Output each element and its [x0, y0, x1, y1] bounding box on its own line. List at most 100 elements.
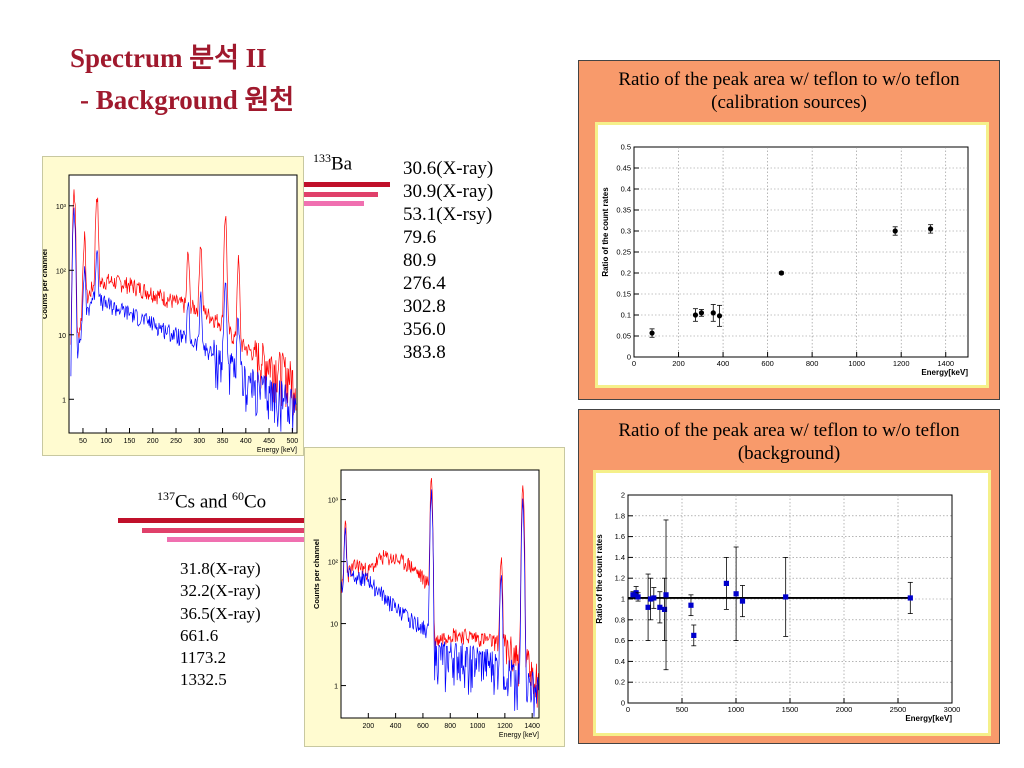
calibration-plot-box: 0 200 400 600 800 1000 1200 1400 0 0.05 0.1 0.15 0.2… — [595, 122, 989, 388]
y-axis-label: Ratio of the count rates — [596, 534, 604, 624]
y-tick-label: 2 — [621, 491, 625, 500]
ba133-spectrum-chart: 1 10 10² 10³ 50 100 150 200 250 300 350 400 450 500 En… — [43, 174, 299, 454]
data-point — [783, 594, 789, 600]
ba133-mass: 133 — [313, 151, 331, 165]
data-point — [651, 595, 657, 601]
y-tick-label: 0.2 — [615, 678, 625, 687]
x-tick-label: 350 — [217, 438, 229, 445]
background-plot-box: 0 500 1000 1500 2000 2500 3000 0 0.2 0.4 0.6 0.8 1 1.… — [593, 470, 991, 736]
y-tick-label: 10 — [330, 622, 338, 629]
x-tick-label: 50 — [79, 438, 87, 445]
ba133-bar-2 — [304, 192, 378, 197]
data-point — [688, 602, 694, 608]
calibration-panel-subtitle: (calibration sources) — [711, 92, 867, 113]
y-tick-label: 10 — [58, 333, 66, 340]
x-axis-label: Energy[keV] — [921, 368, 968, 377]
data-point — [691, 632, 697, 638]
cs137-element: Cs and — [175, 491, 232, 513]
peak-item: 30.6(X-ray) — [403, 158, 494, 179]
data-point — [649, 330, 655, 336]
ba133-element: Ba — [331, 153, 353, 175]
data-point — [663, 592, 669, 598]
y-tick-label: 0.3 — [621, 227, 631, 236]
data-point — [927, 226, 934, 232]
data-point — [739, 598, 746, 604]
background-ratio-panel: Ratio of the peak area w/ teflon to w/o … — [578, 409, 1000, 744]
x-tick-label: 0 — [632, 359, 636, 368]
x-tick-label: 1200 — [497, 723, 513, 730]
x-tick-label: 1000 — [728, 705, 745, 714]
cs-co-bar-3 — [167, 537, 304, 542]
y-tick-label: 0 — [627, 353, 631, 362]
y-tick-label: 1.2 — [615, 574, 625, 583]
peak-item: 80.9 — [403, 250, 437, 271]
y-tick-label: 0.15 — [616, 290, 631, 299]
background-panel-subtitle: (background) — [737, 443, 841, 464]
y-tick-label: 1 — [62, 397, 66, 404]
cs-co-spectrum-frame: 1 10 10² 10³ 200 400 600 800 1000 1200 1400 Energy … — [304, 447, 565, 747]
data-point — [723, 580, 729, 586]
x-tick-label: 200 — [672, 359, 685, 368]
y-tick-label: 0.4 — [615, 657, 625, 666]
cs137-co60-label: 137Cs and 60Co — [157, 489, 266, 513]
calibration-ratio-panel: Ratio of the peak area w/ teflon to w/o … — [578, 60, 1000, 400]
spectrum-series-red — [70, 189, 297, 416]
peak-item: 36.5(X-ray) — [180, 603, 261, 623]
y-tick-label: 0.25 — [616, 248, 631, 257]
peak-item: 31.8(X-ray) — [180, 559, 261, 578]
y-tick-label: 1.6 — [615, 532, 625, 541]
data-point — [892, 228, 898, 234]
x-tick-label: 250 — [170, 438, 182, 445]
y-tick-label: 0.05 — [616, 332, 631, 341]
y-tick-label: 1 — [334, 684, 338, 691]
y-axis-label: Ratio of the count rates — [601, 187, 610, 277]
y-tick-label: 0.2 — [621, 269, 631, 278]
x-tick-label: 3000 — [944, 705, 961, 714]
data-point — [630, 592, 636, 598]
x-tick-label: 600 — [761, 359, 774, 368]
data-point — [907, 595, 913, 601]
y-tick-label: 0.1 — [621, 311, 631, 320]
y-tick-label: 10³ — [328, 498, 339, 505]
y-tick-label: 1.4 — [615, 553, 625, 562]
data-point — [647, 596, 654, 602]
y-tick-label: 0.4 — [621, 185, 631, 194]
x-tick-label: 1200 — [893, 359, 910, 368]
cs137-mass: 137 — [157, 489, 175, 503]
cs-co-bar-2 — [142, 528, 304, 533]
x-tick-label: 450 — [263, 438, 275, 445]
calibration-ratio-chart: 0 200 400 600 800 1000 1200 1400 0 0.05 0.1 0.15 0.2… — [601, 143, 969, 377]
y-tick-label: 10³ — [56, 204, 67, 211]
spectrum-series-blue — [341, 489, 539, 717]
x-tick-label: 1400 — [524, 723, 540, 730]
page-title: Spectrum 분석 II — [70, 43, 267, 73]
peak-item: 302.8 — [403, 296, 446, 317]
y-tick-label: 0.45 — [616, 164, 631, 173]
x-tick-label: 0 — [626, 705, 630, 714]
y-tick-label: 0.35 — [616, 206, 631, 215]
background-ratio-chart: 0 500 1000 1500 2000 2500 3000 0 0.2 0.4 0.6 0.8 1 1.… — [596, 491, 961, 724]
background-panel-title: Ratio of the peak area w/ teflon to w/o … — [618, 420, 960, 441]
x-tick-label: 500 — [287, 438, 299, 445]
x-tick-label: 400 — [390, 723, 402, 730]
x-tick-label: 1400 — [937, 359, 954, 368]
ba133-label: 133Ba — [313, 151, 352, 175]
spectrum-series-red — [341, 477, 539, 708]
ba133-peak-list: 30.6(X-ray) 30.9(X-ray) 53.1(X-rsy) 79.6… — [403, 157, 493, 364]
x-tick-label: 200 — [147, 438, 159, 445]
data-point — [661, 606, 668, 612]
x-tick-label: 400 — [240, 438, 252, 445]
x-tick-label: 1000 — [470, 723, 486, 730]
x-axis-label: Energy [keV] — [257, 447, 297, 454]
spectrum-series-blue — [70, 207, 297, 432]
x-tick-label: 2500 — [890, 705, 907, 714]
co60-mass: 60 — [232, 489, 244, 503]
ba133-bar-1 — [304, 182, 390, 187]
y-tick-label: 1 — [621, 595, 625, 604]
data-point — [778, 270, 785, 276]
ba133-spectrum-frame: 1 10 10² 10³ 50 100 150 200 250 300 350 400 450 500 En… — [42, 156, 304, 456]
peak-item: 383.8 — [403, 342, 446, 363]
data-point — [657, 604, 663, 610]
x-axis-label: Energy[keV] — [905, 714, 952, 723]
y-axis-label: Counts per channel — [312, 539, 321, 609]
